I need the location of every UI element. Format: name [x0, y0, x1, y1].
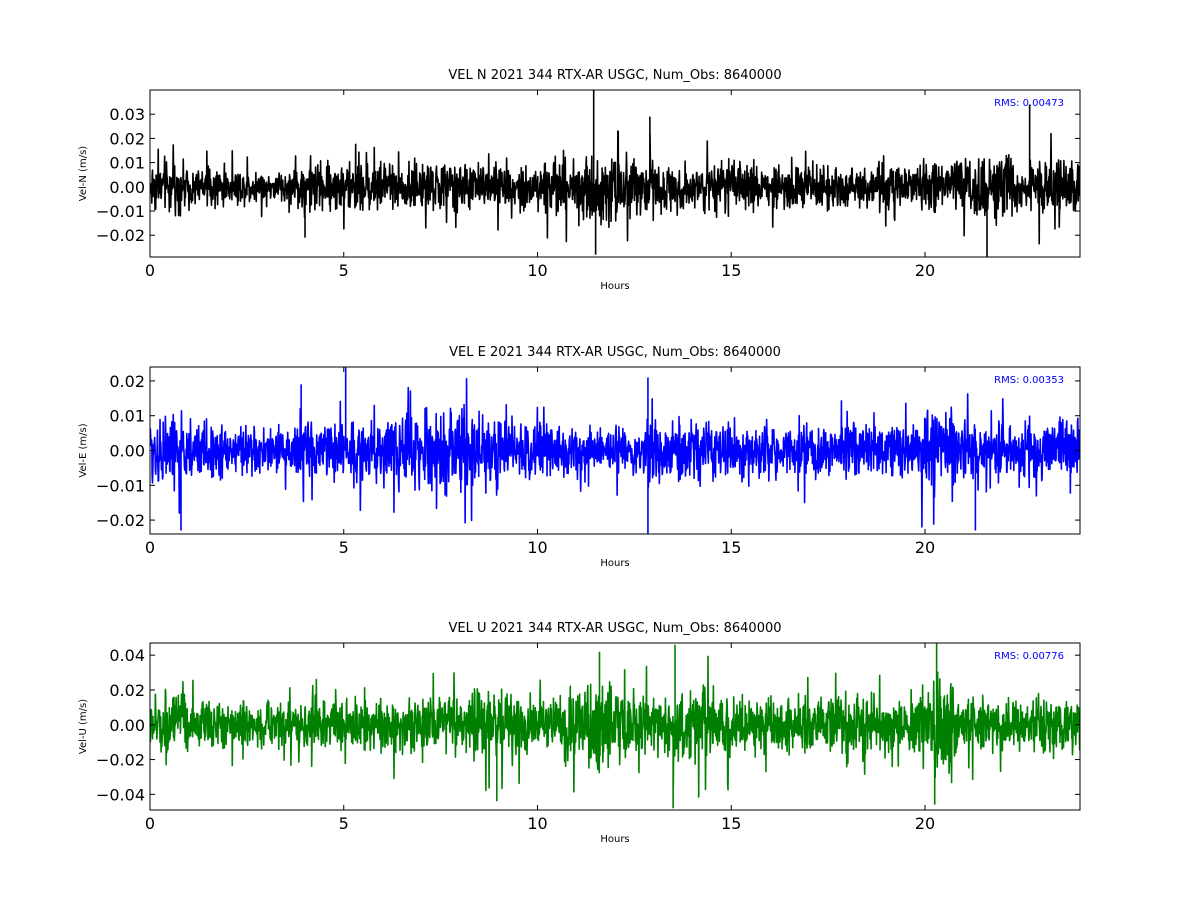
x-tick-label: 5	[339, 538, 349, 557]
x-tick-label: 5	[339, 261, 349, 280]
series-line	[150, 367, 1080, 534]
y-tick-label: 0.00	[109, 716, 145, 735]
x-tick-label: 15	[721, 538, 741, 557]
rms-annotation: RMS: 0.00776	[994, 651, 1064, 662]
y-tick-label: 0.02	[109, 681, 145, 700]
x-tick-label: 0	[145, 538, 155, 557]
y-axis-label: Vel-U (m/s)	[78, 699, 89, 754]
rms-annotation: RMS: 0.00473	[994, 98, 1064, 109]
y-tick-label: −0.04	[96, 785, 145, 804]
y-axis-label: Vel-E (m/s)	[78, 423, 89, 477]
y-tick-label: −0.02	[96, 226, 145, 245]
x-axis-label: Hours	[600, 558, 629, 569]
y-tick-label: −0.01	[96, 476, 145, 495]
y-tick-label: −0.02	[96, 511, 145, 530]
y-tick-label: 0.04	[109, 646, 145, 665]
y-tick-label: −0.01	[96, 202, 145, 221]
y-tick-label: 0.02	[109, 372, 145, 391]
y-tick-label: 0.03	[109, 105, 145, 124]
y-tick-label: 0.01	[109, 154, 145, 173]
x-tick-label: 20	[915, 814, 935, 833]
x-axis-label: Hours	[600, 281, 629, 292]
y-tick-label: 0.00	[109, 178, 145, 197]
plot-frame	[149, 642, 1081, 811]
y-tick-label: 0.01	[109, 407, 145, 426]
x-tick-label: 15	[721, 261, 741, 280]
x-tick-label: 20	[915, 538, 935, 557]
x-tick-label: 0	[145, 261, 155, 280]
x-tick-label: 10	[527, 814, 547, 833]
y-tick-label: 0.00	[109, 442, 145, 461]
y-tick-label: 0.02	[109, 129, 145, 148]
series-line	[150, 90, 1080, 257]
plot-frame	[149, 89, 1081, 258]
chart-vel-n: 0 5 10 15 20 −0.02 −0.01 0.00 0.01 0.02 0.03 VEL N …	[78, 68, 1081, 292]
chart-title: VEL U 2021 344 RTX-AR USGC, Num_Obs: 864…	[448, 621, 781, 636]
x-tick-label: 15	[721, 814, 741, 833]
chart-vel-e: 0 5 10 15 20 −0.02 −0.01 0.00 0.01 0.02 VEL E 2021…	[78, 345, 1081, 569]
x-tick-label: 0	[145, 814, 155, 833]
x-axis-label: Hours	[600, 834, 629, 845]
rms-annotation: RMS: 0.00353	[994, 375, 1064, 386]
x-tick-label: 10	[527, 261, 547, 280]
x-tick-label: 20	[915, 261, 935, 280]
x-tick-label: 10	[527, 538, 547, 557]
series-line	[150, 643, 1080, 809]
y-tick-label: −0.02	[96, 751, 145, 770]
y-axis-label: Vel-N (m/s)	[78, 146, 89, 201]
x-tick-label: 5	[339, 814, 349, 833]
chart-title: VEL E 2021 344 RTX-AR USGC, Num_Obs: 864…	[449, 345, 781, 360]
chart-vel-u: 0 5 10 15 20 −0.04 −0.02 0.00 0.02 0.04 VEL U 2021…	[78, 621, 1081, 845]
chart-title: VEL N 2021 344 RTX-AR USGC, Num_Obs: 864…	[448, 68, 781, 83]
